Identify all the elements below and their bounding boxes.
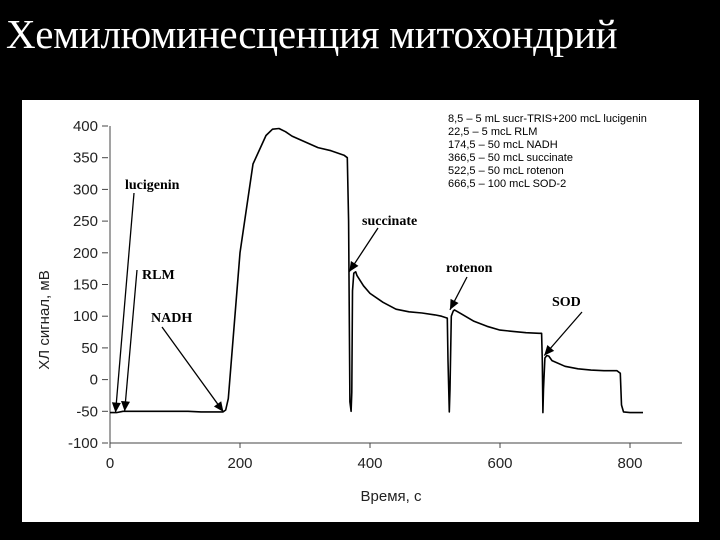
annotation-label: rotenon	[446, 261, 493, 276]
annotation-label: succinate	[362, 214, 417, 229]
y-ticks: -100 -50 0 50 100 150 200 250 300 350 400	[68, 118, 108, 452]
x-tick-label: 200	[227, 455, 252, 472]
annotation-label: NADH	[151, 311, 192, 326]
y-tick-label: 300	[73, 181, 98, 198]
x-tick-label: 0	[106, 455, 114, 472]
x-ticks: 0 200 400 600 800	[106, 443, 643, 472]
y-tick-label: 200	[73, 245, 98, 262]
x-axis-label: Время, с	[361, 488, 422, 505]
y-tick-label: 150	[73, 277, 98, 294]
chemiluminescence-chart: -100 -50 0 50 100 150 200 250 300 350 400 0 200 400 6…	[36, 113, 682, 505]
y-tick-label: 400	[73, 118, 98, 135]
y-tick-label: 100	[73, 308, 98, 325]
annotation-arrows	[111, 192, 583, 413]
legend-entry: 8,5 – 5 mL sucr-TRIS+200 mcL lucigenin	[448, 113, 647, 125]
y-axis-label: ХЛ сигнал, мВ	[36, 270, 53, 369]
x-tick-label: 800	[617, 455, 642, 472]
annotation-arrow-line	[123, 269, 138, 412]
annotation-label: lucigenin	[125, 178, 180, 193]
annotation-arrow-line	[161, 326, 224, 413]
chart-panel: -100 -50 0 50 100 150 200 250 300 350 400 0 200 400 6…	[22, 100, 699, 522]
x-tick-label: 400	[357, 455, 382, 472]
legend: 8,5 – 5 mL sucr-TRIS+200 mcL lucigenin 2…	[448, 113, 647, 190]
annotation-arrowhead	[111, 402, 121, 413]
legend-entry: 522,5 – 50 mcL rotenon	[448, 165, 564, 177]
annotation-arrowhead	[544, 345, 555, 356]
legend-entry: 174,5 – 50 mcL NADH	[448, 139, 558, 151]
slide-title: Хемилюминесценция митохондрий	[6, 11, 618, 57]
y-tick-label: 250	[73, 213, 98, 230]
y-tick-label: 50	[81, 340, 98, 357]
legend-entry: 366,5 – 50 mcL succinate	[448, 152, 573, 164]
annotation-label: SOD	[552, 295, 581, 310]
annotation-arrowhead	[349, 260, 359, 272]
annotation-arrowhead	[213, 401, 224, 412]
y-tick-label: -100	[68, 435, 98, 452]
annotation-arrowhead	[449, 298, 459, 310]
axes	[109, 126, 682, 444]
y-tick-label: 0	[90, 372, 98, 389]
legend-entry: 666,5 – 100 mcL SOD-2	[448, 178, 566, 190]
annotation-arrowhead	[121, 400, 130, 412]
y-tick-label: 350	[73, 150, 98, 167]
x-tick-label: 600	[487, 455, 512, 472]
series-line	[110, 127, 643, 414]
annotation-label: RLM	[142, 268, 175, 283]
annotation-arrow-line	[114, 192, 135, 413]
annotations: lucigenin RLM NADH succinate rotenon SOD	[125, 178, 581, 326]
y-tick-label: -50	[76, 403, 98, 420]
legend-entry: 22,5 – 5 mcL RLM	[448, 126, 537, 138]
